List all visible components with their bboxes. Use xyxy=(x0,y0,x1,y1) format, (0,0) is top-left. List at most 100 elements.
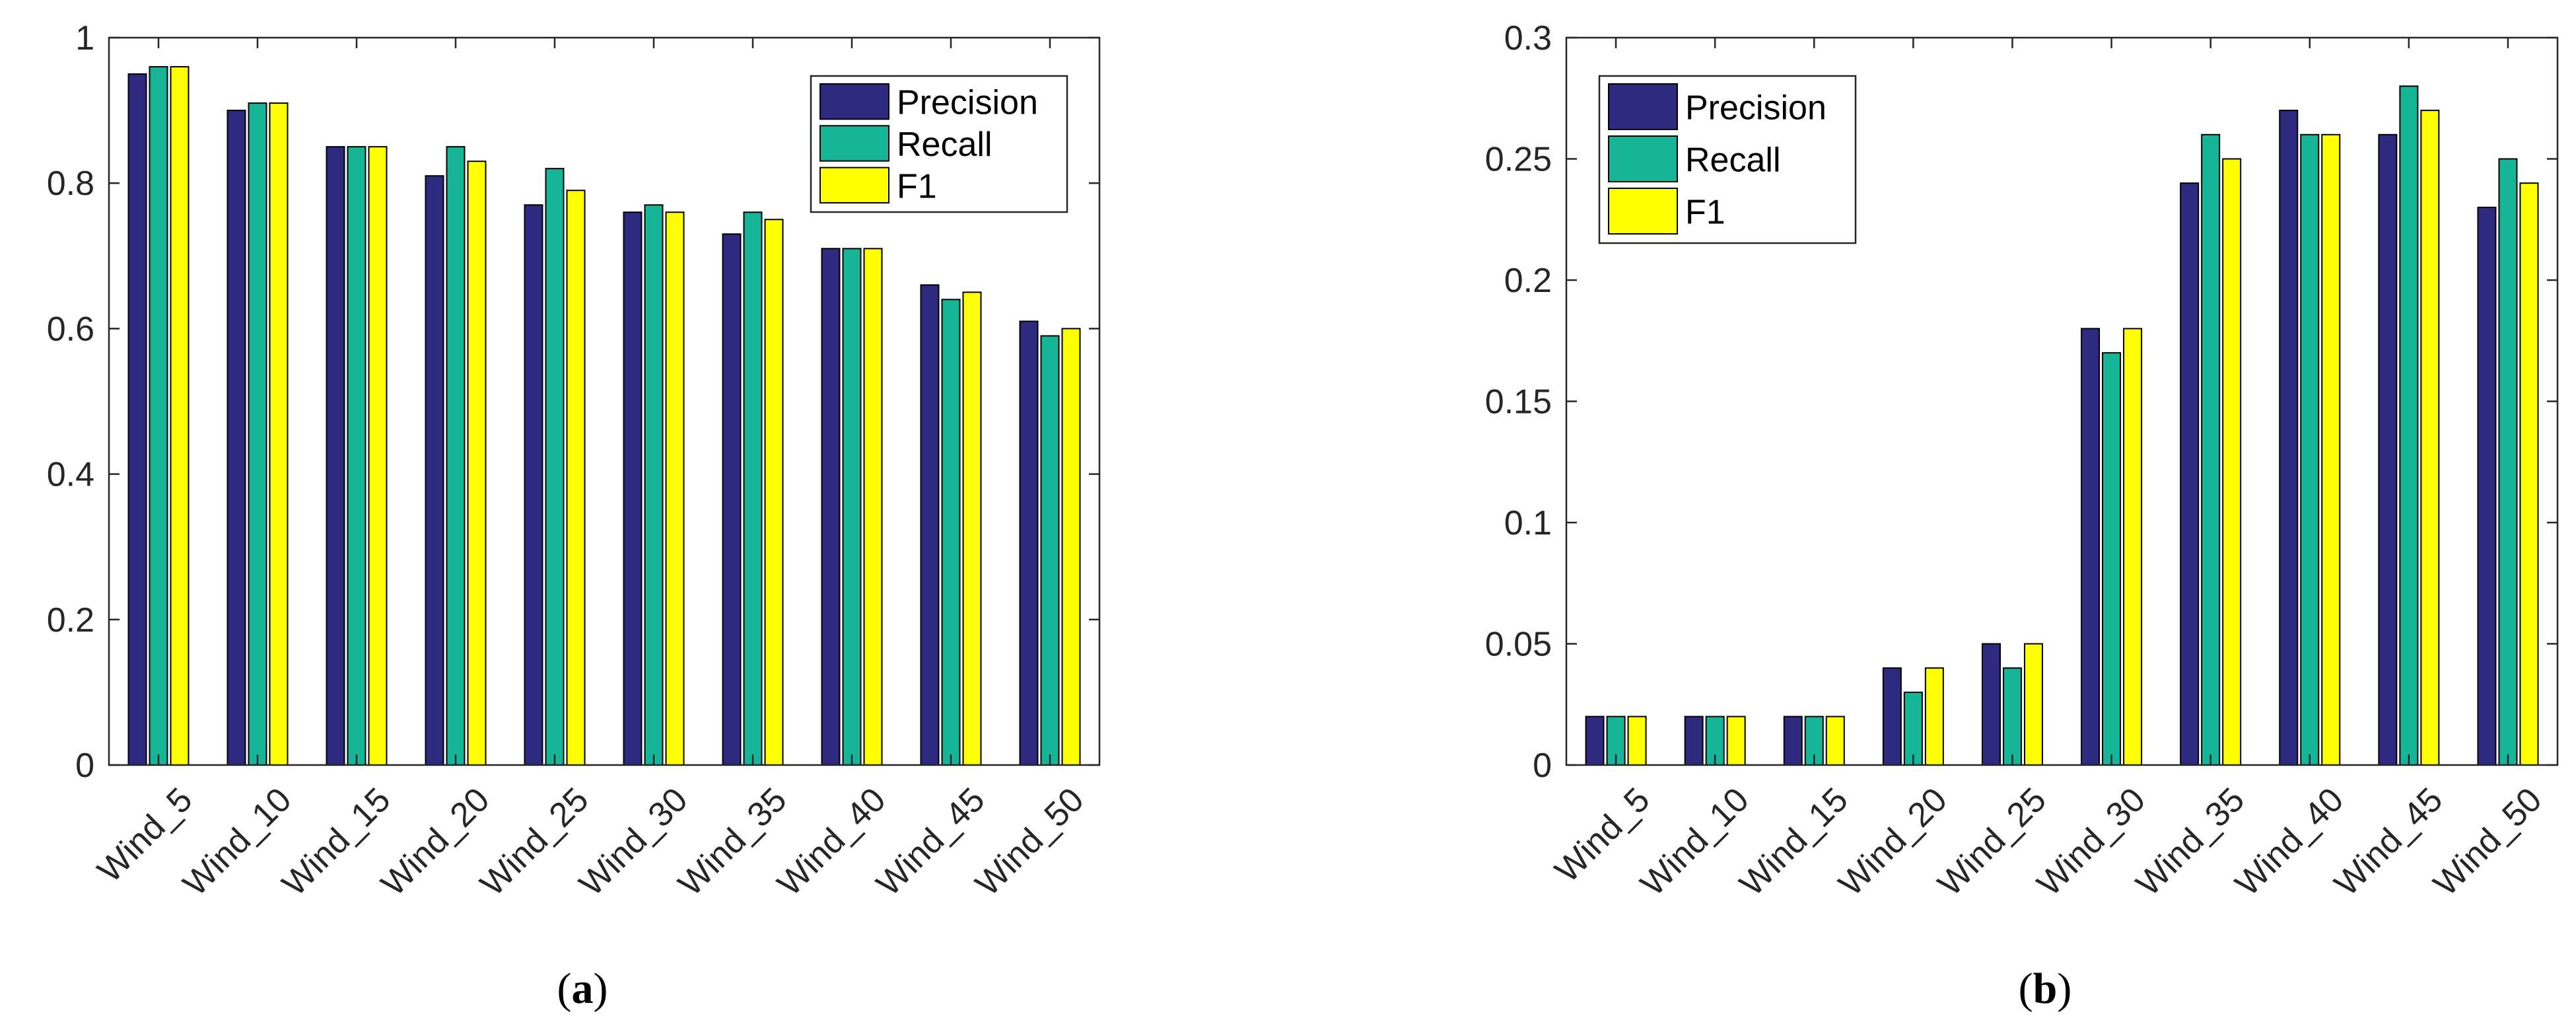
bars-group-a xyxy=(127,66,1081,766)
y-tick-labels-b: 0 0.05 0.1 0.15 0.2 0.25 0.3 xyxy=(1485,19,1552,785)
bar-a-precision-wind_5 xyxy=(127,73,147,766)
y-tick-label-a-5: 1 xyxy=(75,19,94,57)
legend-label-a-recall: Recall xyxy=(897,126,992,164)
bar-b-f1-wind_20 xyxy=(1924,667,1944,766)
bar-a-f1-wind_10 xyxy=(269,102,289,766)
bar-a-recall-wind_45 xyxy=(941,299,961,766)
caption-a-close: ) xyxy=(594,965,608,1013)
bar-a-recall-wind_10 xyxy=(248,102,267,766)
bar-a-precision-wind_10 xyxy=(226,110,246,766)
legend-swatch-a-recall xyxy=(819,125,889,162)
bar-a-f1-wind_5 xyxy=(170,66,190,766)
legend-label-b-precision: Precision xyxy=(1685,89,1827,128)
caption-b-close: ) xyxy=(2057,965,2071,1013)
y-tick-label-a-1: 0.2 xyxy=(47,601,94,640)
bar-b-precision-wind_45 xyxy=(2378,133,2398,766)
caption-a: (a) xyxy=(557,965,608,1013)
legend-swatch-a-precision xyxy=(819,83,889,120)
bar-b-f1-wind_45 xyxy=(2420,110,2440,766)
bar-b-recall-wind_40 xyxy=(2300,133,2320,766)
bar-b-f1-wind_35 xyxy=(2222,158,2242,766)
bar-a-recall-wind_20 xyxy=(446,146,466,766)
y-tick-label-a-2: 0.4 xyxy=(47,456,94,494)
bar-b-f1-wind_25 xyxy=(2023,643,2043,766)
caption-b-letter: b xyxy=(2033,965,2058,1013)
y-tick-label-a-4: 0.8 xyxy=(47,165,94,203)
bar-b-recall-wind_25 xyxy=(2002,667,2022,766)
bar-a-precision-wind_30 xyxy=(623,211,643,766)
bar-a-precision-wind_50 xyxy=(1019,320,1039,766)
bar-b-precision-wind_40 xyxy=(2279,110,2299,766)
bar-a-precision-wind_25 xyxy=(524,204,543,766)
legend-label-b-recall: Recall xyxy=(1685,141,1781,180)
bar-a-f1-wind_15 xyxy=(368,146,388,766)
y-tick-label-b-1: 0.05 xyxy=(1485,626,1552,664)
caption-a-open: ( xyxy=(557,965,572,1013)
bar-b-f1-wind_5 xyxy=(1627,715,1647,766)
caption-a-letter: a xyxy=(572,965,594,1013)
y-tick-label-b-0: 0 xyxy=(1533,747,1552,785)
y-tick-label-a-0: 0 xyxy=(75,747,94,785)
bar-b-recall-wind_10 xyxy=(1705,715,1725,766)
legend-swatch-a-f1 xyxy=(819,166,889,204)
bar-b-precision-wind_15 xyxy=(1783,715,1803,766)
bar-a-f1-wind_40 xyxy=(863,248,883,766)
bars-group-b xyxy=(1585,85,2539,766)
bar-b-precision-wind_5 xyxy=(1585,715,1605,766)
bar-a-f1-wind_45 xyxy=(962,291,982,766)
caption-b-open: ( xyxy=(2019,965,2033,1013)
bar-b-precision-wind_20 xyxy=(1882,667,1902,766)
y-tick-label-b-6: 0.3 xyxy=(1504,19,1552,57)
axes-frame-a xyxy=(108,36,1101,766)
bar-a-recall-wind_5 xyxy=(149,66,168,766)
legend-label-a-precision: Precision xyxy=(897,84,1038,122)
legend-swatch-b-precision xyxy=(1608,83,1678,130)
bar-a-recall-wind_30 xyxy=(644,204,664,766)
legend-label-a-f1: F1 xyxy=(897,167,937,205)
bar-a-precision-wind_45 xyxy=(920,284,940,766)
y-tick-labels-a: 0 0.2 0.4 0.6 0.8 1 xyxy=(47,19,94,785)
bar-b-precision-wind_25 xyxy=(1981,643,2001,766)
bar-b-precision-wind_50 xyxy=(2477,206,2497,766)
bar-a-f1-wind_30 xyxy=(665,211,685,766)
legend-swatch-b-f1 xyxy=(1608,188,1678,235)
bar-a-recall-wind_40 xyxy=(842,248,862,766)
bar-b-f1-wind_10 xyxy=(1726,715,1746,766)
bar-a-f1-wind_35 xyxy=(764,219,784,766)
bar-b-recall-wind_20 xyxy=(1903,691,1923,766)
bar-a-recall-wind_15 xyxy=(347,146,366,766)
bar-b-precision-wind_30 xyxy=(2081,328,2101,766)
y-tick-label-b-5: 0.25 xyxy=(1485,141,1552,179)
bar-a-recall-wind_35 xyxy=(743,211,763,766)
bar-b-f1-wind_40 xyxy=(2321,133,2341,766)
y-tick-label-b-4: 0.2 xyxy=(1504,262,1552,300)
bar-b-f1-wind_30 xyxy=(2123,328,2143,766)
bar-a-precision-wind_40 xyxy=(821,248,841,766)
bar-a-recall-wind_25 xyxy=(545,168,565,766)
bar-a-f1-wind_50 xyxy=(1061,328,1081,766)
bar-b-recall-wind_45 xyxy=(2399,85,2419,766)
bar-b-f1-wind_15 xyxy=(1825,715,1845,766)
bar-b-precision-wind_10 xyxy=(1684,715,1704,766)
caption-b: (b) xyxy=(2019,965,2072,1013)
bar-a-recall-wind_50 xyxy=(1040,335,1060,766)
bar-a-precision-wind_35 xyxy=(722,233,742,766)
legend-label-b-f1: F1 xyxy=(1685,194,1725,232)
bar-b-recall-wind_50 xyxy=(2498,158,2518,766)
legend-b: Precision Recall F1 xyxy=(1598,75,1857,244)
bar-a-precision-wind_20 xyxy=(425,175,444,766)
bar-a-precision-wind_15 xyxy=(326,146,345,766)
bar-b-f1-wind_50 xyxy=(2519,182,2539,766)
bar-a-f1-wind_25 xyxy=(566,190,586,766)
bar-b-precision-wind_35 xyxy=(2180,182,2200,766)
y-tick-label-b-3: 0.15 xyxy=(1485,383,1552,421)
bar-a-f1-wind_20 xyxy=(467,161,487,766)
y-tick-label-a-3: 0.6 xyxy=(47,310,94,348)
y-tick-label-b-2: 0.1 xyxy=(1504,504,1552,542)
bar-b-recall-wind_30 xyxy=(2102,352,2122,766)
legend-swatch-b-recall xyxy=(1608,135,1678,182)
bar-b-recall-wind_35 xyxy=(2201,133,2221,766)
axes-frame-b xyxy=(1565,36,2559,766)
